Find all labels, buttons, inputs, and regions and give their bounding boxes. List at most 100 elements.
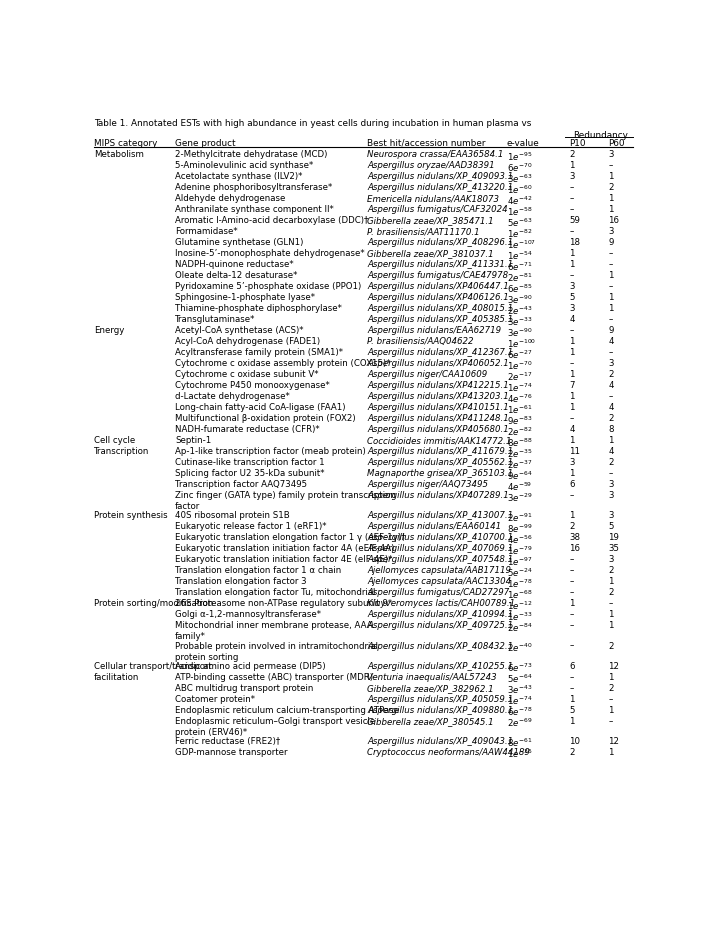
Text: Cryptococcus neoformans/AAW44189: Cryptococcus neoformans/AAW44189: [367, 748, 530, 757]
Text: Best hit/accession number: Best hit/accession number: [367, 138, 486, 148]
Text: Gene product: Gene product: [175, 138, 236, 148]
Text: $6e^{-85}$: $6e^{-85}$: [507, 282, 532, 294]
Text: $6e^{-73}$: $6e^{-73}$: [507, 662, 532, 674]
Text: 4: 4: [569, 425, 575, 434]
Text: Aspergillus nidulans/XP_405059.1: Aspergillus nidulans/XP_405059.1: [367, 695, 513, 703]
Text: Aspergillus niger/CAA10609: Aspergillus niger/CAA10609: [367, 370, 488, 379]
Text: $3e^{-29}$: $3e^{-29}$: [507, 491, 532, 503]
Text: Multifunctional β-oxidation protein (FOX2): Multifunctional β-oxidation protein (FOX…: [175, 415, 356, 423]
Text: $6e^{-78}$: $6e^{-78}$: [507, 706, 532, 718]
Text: Gibberella zeae/XP_382962.1: Gibberella zeae/XP_382962.1: [367, 684, 494, 693]
Text: GDP-mannose transporter: GDP-mannose transporter: [175, 748, 287, 757]
Text: $2e^{-81}$: $2e^{-81}$: [507, 271, 532, 284]
Text: 26S Proteasome non-ATPase regulatory subunit 9*: 26S Proteasome non-ATPase regulatory sub…: [175, 600, 392, 608]
Text: $1e^{-58}$: $1e^{-58}$: [507, 205, 532, 218]
Text: Aspergillus nidulans/XP_408296.1: Aspergillus nidulans/XP_408296.1: [367, 238, 513, 248]
Text: ABC multidrug transport protein: ABC multidrug transport protein: [175, 684, 314, 693]
Text: 3: 3: [608, 556, 614, 564]
Text: –: –: [608, 600, 612, 608]
Text: Aspergillus nidulans/XP_410700.1: Aspergillus nidulans/XP_410700.1: [367, 533, 513, 543]
Text: $2e^{-17}$: $2e^{-17}$: [507, 370, 532, 383]
Text: –: –: [608, 316, 612, 324]
Text: $9e^{-64}$: $9e^{-64}$: [507, 469, 532, 482]
Text: Oleate delta-12 desaturase*: Oleate delta-12 desaturase*: [175, 271, 297, 280]
Text: Magnaporthe grisea/XP_365103.1: Magnaporthe grisea/XP_365103.1: [367, 469, 513, 478]
Text: Aspergillus nidulans/XP_410255.1: Aspergillus nidulans/XP_410255.1: [367, 662, 513, 671]
Text: $1e^{-78}$: $1e^{-78}$: [507, 577, 532, 590]
Text: $1e^{-79}$: $1e^{-79}$: [507, 545, 532, 557]
Text: –: –: [569, 194, 573, 204]
Text: 2: 2: [608, 642, 614, 651]
Text: Aspergillus fumigatus/CAF32024: Aspergillus fumigatus/CAF32024: [367, 205, 508, 214]
Text: Aldehyde dehydrogenase: Aldehyde dehydrogenase: [175, 194, 285, 204]
Text: Aspergillus nidulans/XP413203.1: Aspergillus nidulans/XP413203.1: [367, 392, 509, 402]
Text: Metabolism: Metabolism: [94, 150, 144, 159]
Text: $1e^{-74}$: $1e^{-74}$: [507, 381, 532, 393]
Text: $5e^{-64}$: $5e^{-64}$: [507, 672, 532, 686]
Text: Table 1. Annotated ESTs with high abundance in yeast cells during incubation in : Table 1. Annotated ESTs with high abunda…: [94, 120, 532, 128]
Text: Emericella nidulans/AAK18073: Emericella nidulans/AAK18073: [367, 194, 499, 204]
Text: Aspergillus nidulans/XP_405562.1: Aspergillus nidulans/XP_405562.1: [367, 459, 513, 467]
Text: Aspergillus nidulans/EAA62719: Aspergillus nidulans/EAA62719: [367, 326, 501, 335]
Text: 1: 1: [608, 672, 614, 682]
Text: 1: 1: [569, 469, 575, 478]
Text: Energy: Energy: [94, 326, 125, 335]
Text: NADH-fumarate reductase (CFR)*: NADH-fumarate reductase (CFR)*: [175, 425, 320, 434]
Text: 1: 1: [569, 348, 575, 358]
Text: $8e^{-99}$: $8e^{-99}$: [507, 522, 532, 535]
Text: Ferric reductase (FRE2)†: Ferric reductase (FRE2)†: [175, 737, 280, 746]
Text: 4: 4: [608, 337, 614, 347]
Text: Neurospora crassa/EAA36584.1: Neurospora crassa/EAA36584.1: [367, 150, 503, 159]
Text: 3: 3: [608, 491, 614, 501]
Text: –: –: [569, 491, 573, 501]
Text: Eukaryotic translation initiation factor 4E (eIF-4E)*: Eukaryotic translation initiation factor…: [175, 556, 392, 564]
Text: Probable protein involved in intramitochondrial: Probable protein involved in intramitoch…: [175, 642, 378, 651]
Text: 2: 2: [569, 748, 575, 757]
Text: Aspergillus nidulans/XP406052.1: Aspergillus nidulans/XP406052.1: [367, 360, 509, 368]
Text: –: –: [608, 249, 612, 258]
Text: $1e^{-60}$: $1e^{-60}$: [507, 183, 532, 195]
Text: 1: 1: [608, 205, 614, 214]
Text: 5-Aminolevulinic acid synthase*: 5-Aminolevulinic acid synthase*: [175, 162, 314, 170]
Text: $1e^{-33}$: $1e^{-33}$: [507, 611, 532, 623]
Text: 12: 12: [608, 737, 619, 746]
Text: Aspergillus nidulans/XP_409043.1: Aspergillus nidulans/XP_409043.1: [367, 737, 513, 746]
Text: 2: 2: [608, 684, 614, 693]
Text: Aspergillus oryzae/AAD38391: Aspergillus oryzae/AAD38391: [367, 162, 495, 170]
Text: –: –: [569, 227, 573, 236]
Text: Aspergillus niger/AAQ73495: Aspergillus niger/AAQ73495: [367, 480, 489, 489]
Text: Kluyveromyces lactis/CAH00789.1: Kluyveromyces lactis/CAH00789.1: [367, 600, 515, 608]
Text: $3e^{-63}$: $3e^{-63}$: [507, 172, 532, 185]
Text: Aspergillus nidulans/XP_408432.1: Aspergillus nidulans/XP_408432.1: [367, 642, 513, 651]
Text: 9: 9: [608, 238, 614, 248]
Text: –: –: [569, 577, 573, 587]
Text: 9: 9: [608, 326, 614, 335]
Text: 1: 1: [608, 748, 614, 757]
Text: Protein sorting/modification: Protein sorting/modification: [94, 600, 213, 608]
Text: 5: 5: [608, 522, 614, 531]
Text: Cellular transport/transport: Cellular transport/transport: [94, 662, 212, 671]
Text: Glutamine synthetase (GLN1): Glutamine synthetase (GLN1): [175, 238, 304, 248]
Text: $1e^{-70}$: $1e^{-70}$: [507, 360, 532, 372]
Text: 1: 1: [608, 621, 614, 630]
Text: Gibberella zeae/XP_380545.1: Gibberella zeae/XP_380545.1: [367, 716, 494, 726]
Text: 1: 1: [608, 436, 614, 446]
Text: 7: 7: [569, 381, 575, 390]
Text: 1: 1: [608, 194, 614, 204]
Text: –: –: [569, 566, 573, 575]
Text: 2: 2: [569, 150, 575, 159]
Text: 5: 5: [569, 706, 575, 715]
Text: 38: 38: [569, 533, 580, 543]
Text: –: –: [608, 392, 612, 402]
Text: –: –: [608, 261, 612, 269]
Text: 35: 35: [608, 545, 619, 554]
Text: family*: family*: [175, 632, 206, 642]
Text: Pyridoxamine 5’-phosphate oxidase (PPO1): Pyridoxamine 5’-phosphate oxidase (PPO1): [175, 282, 362, 291]
Text: 3: 3: [608, 480, 614, 489]
Text: 2: 2: [608, 566, 614, 575]
Text: 1: 1: [608, 293, 614, 303]
Text: 1: 1: [608, 304, 614, 313]
Text: P60: P60: [608, 138, 624, 148]
Text: –: –: [569, 271, 573, 280]
Text: –: –: [569, 183, 573, 192]
